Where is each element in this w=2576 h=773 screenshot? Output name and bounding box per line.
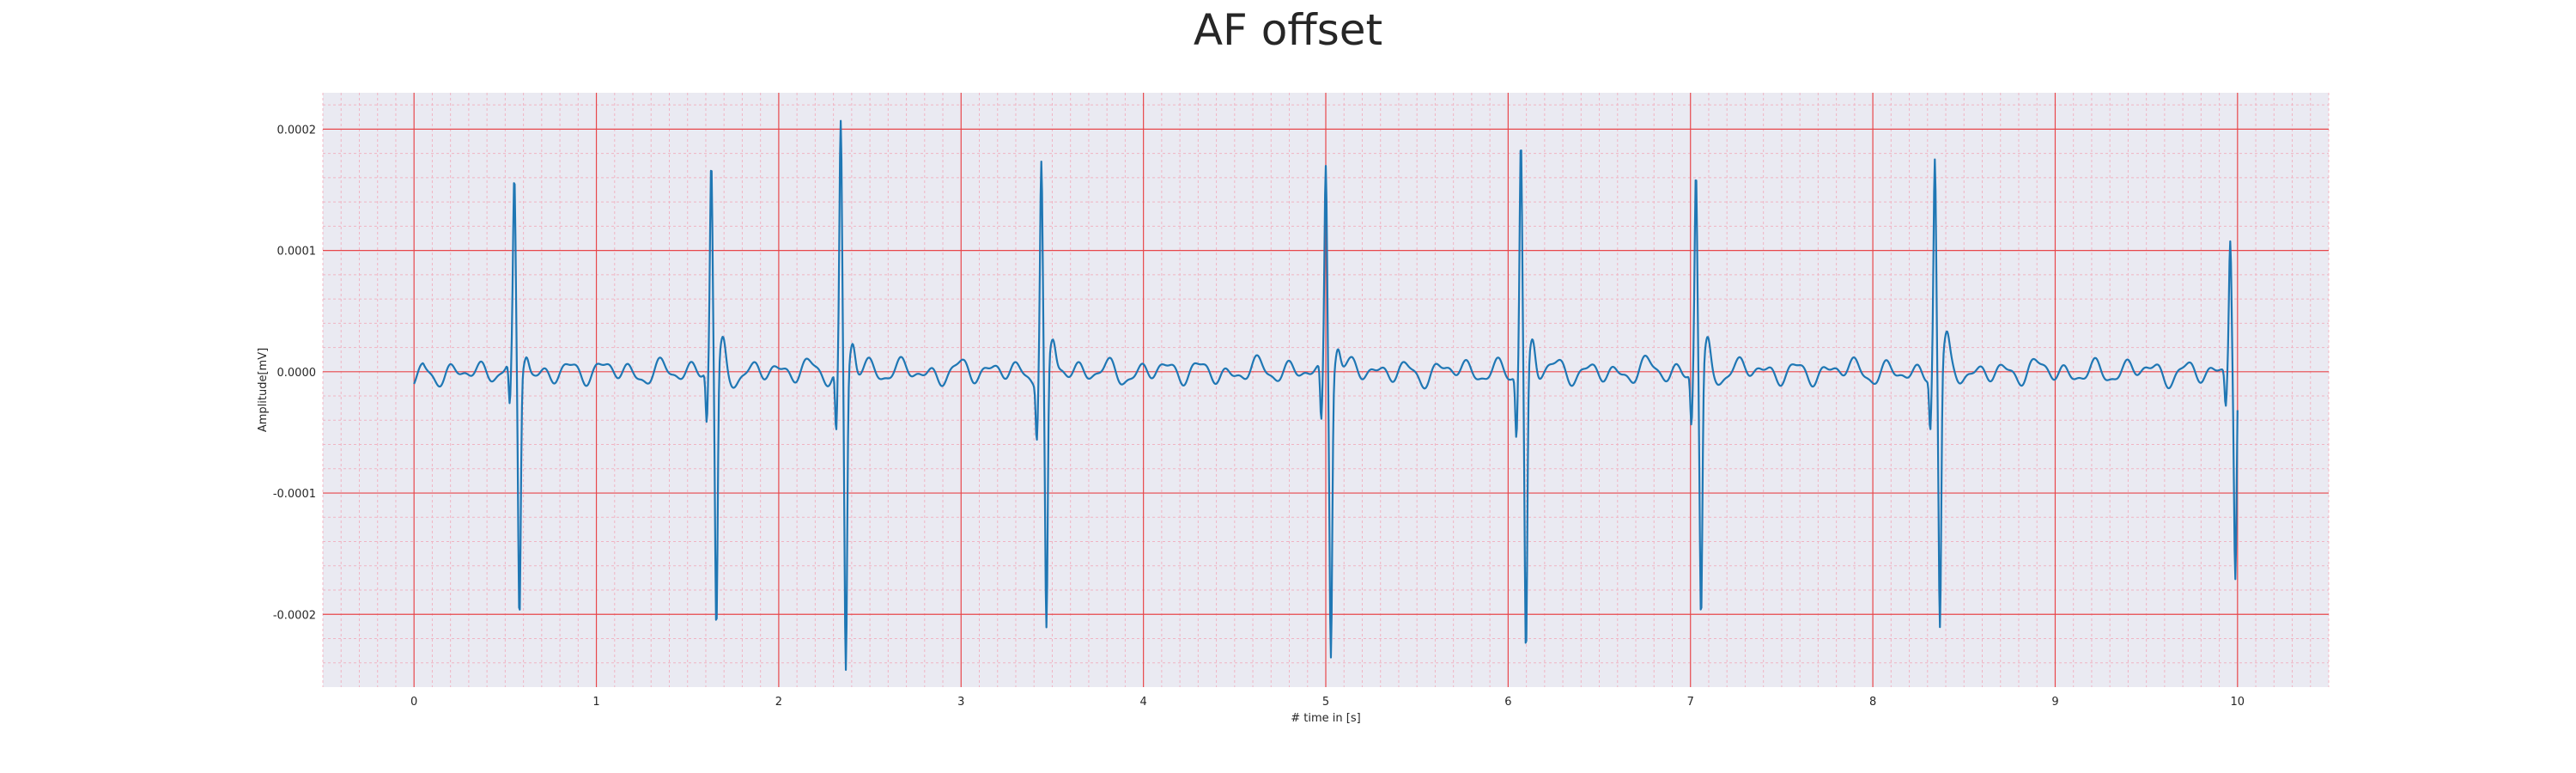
y-tick-label: 0.0001	[277, 246, 317, 259]
x-axis-ticks: 0 1 2 3 4 5 6 7 8 9 10	[410, 696, 2245, 709]
ecg-series-line	[413, 119, 2239, 672]
y-tick-label: 0.0002	[277, 124, 317, 137]
minor-grid	[322, 93, 2330, 687]
x-tick-label: 1	[592, 696, 599, 709]
x-tick-label: 9	[2051, 696, 2058, 709]
x-tick-label: 2	[775, 696, 782, 709]
x-tick-label: 0	[410, 696, 417, 709]
x-tick-label: 4	[1139, 696, 1146, 709]
x-tick-label: 5	[1322, 696, 1329, 709]
x-tick-label: 6	[1504, 696, 1511, 709]
y-tick-label: 0.0000	[277, 367, 317, 380]
x-tick-label: 3	[957, 696, 964, 709]
y-tick-label: -0.0001	[273, 488, 316, 501]
x-tick-label: 7	[1687, 696, 1694, 709]
x-axis-label: # time in [s]	[1291, 712, 1360, 725]
x-tick-label: 8	[1869, 696, 1876, 709]
chart-title: AF offset	[1193, 5, 1383, 55]
y-tick-label: -0.0002	[273, 609, 316, 622]
y-axis-label: Amplitude[mV]	[257, 348, 270, 432]
y-axis-ticks: -0.0002 -0.0001 0.0000 0.0001 0.0002	[273, 124, 316, 622]
x-tick-label: 10	[2231, 696, 2245, 709]
